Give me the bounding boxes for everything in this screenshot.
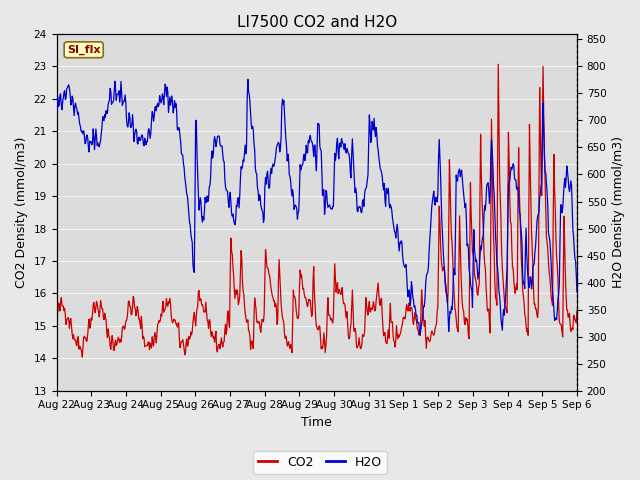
- Y-axis label: H2O Density (mmol/m3): H2O Density (mmol/m3): [612, 136, 625, 288]
- X-axis label: Time: Time: [301, 416, 332, 429]
- Text: SI_flx: SI_flx: [67, 45, 100, 55]
- Y-axis label: CO2 Density (mmol/m3): CO2 Density (mmol/m3): [15, 137, 28, 288]
- Legend: CO2, H2O: CO2, H2O: [253, 451, 387, 474]
- Title: LI7500 CO2 and H2O: LI7500 CO2 and H2O: [237, 15, 397, 30]
